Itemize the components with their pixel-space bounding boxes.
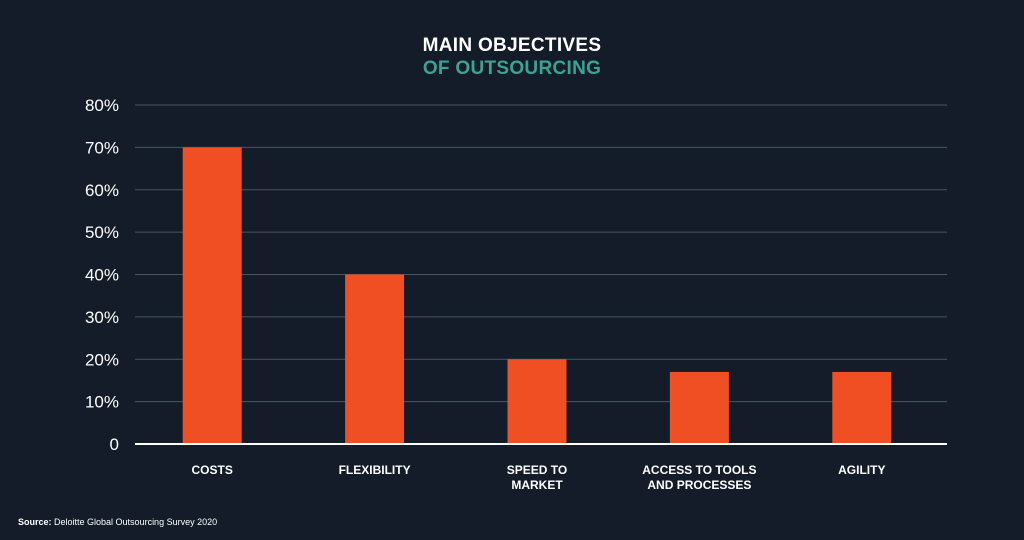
x-axis-ticks: COSTS FLEXIBILITY SPEED TO MARKET ACCESS TO …	[192, 463, 886, 492]
chart-title-line-1: MAIN OBJECTIVES	[422, 35, 602, 56]
x-tick-label: AGILITY	[838, 463, 885, 477]
gridlines	[135, 104, 947, 403]
y-tick-label: 20%	[85, 350, 119, 369]
x-tick-label: SPEED TO MARKET	[507, 463, 567, 492]
y-tick-label: 40%	[85, 266, 119, 285]
x-tick-label-line: SPEED TO	[507, 463, 567, 477]
bars	[182, 147, 892, 444]
y-tick-label: 30%	[85, 308, 119, 327]
y-tick-label: 10%	[85, 393, 119, 412]
y-tick-label: 50%	[85, 223, 119, 242]
chart-title-line-2: OF OUTSOURCING	[422, 58, 602, 79]
y-tick-label: 60%	[85, 181, 119, 200]
y-tick-label: 0	[110, 435, 119, 454]
x-tick-label-line: MARKET	[511, 478, 563, 492]
x-tick-label-line: COSTS	[192, 463, 233, 477]
bar	[345, 274, 405, 444]
bar	[832, 371, 892, 444]
bar	[669, 371, 729, 444]
bar	[507, 359, 567, 444]
bar	[182, 147, 242, 444]
y-tick-label: 70%	[85, 138, 119, 157]
x-tick-label-line: ACCESS TO TOOLS	[642, 463, 756, 477]
x-tick-label: ACCESS TO TOOLS AND PROCESSES	[642, 463, 756, 492]
x-tick-label: COSTS	[192, 463, 233, 477]
source-text: Deloitte Global Outsourcing Survey 2020	[51, 517, 218, 527]
source-note: Source: Deloitte Global Outsourcing Surv…	[18, 517, 217, 527]
y-tick-label: 80%	[85, 96, 119, 115]
y-axis-ticks: 0 10% 20% 30% 40% 50% 60% 70% 80%	[85, 96, 119, 454]
x-tick-label-line: FLEXIBILITY	[339, 463, 411, 477]
chart-title: MAIN OBJECTIVES OF OUTSOURCING	[0, 34, 1024, 80]
x-tick-label: FLEXIBILITY	[339, 463, 411, 477]
x-tick-label-line: AND PROCESSES	[647, 478, 751, 492]
source-label: Source:	[18, 517, 52, 527]
x-tick-label-line: AGILITY	[838, 463, 885, 477]
